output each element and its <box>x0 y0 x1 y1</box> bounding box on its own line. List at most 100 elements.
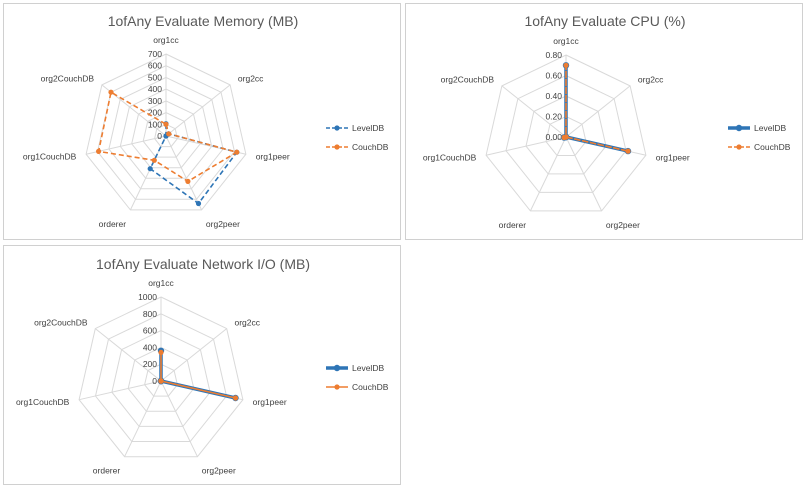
grid-ring <box>505 74 627 193</box>
data-point-couchdb <box>163 121 169 127</box>
chart-title: 1ofAny Evaluate Memory (MB) <box>108 13 299 29</box>
tick-label: 0.00 <box>545 132 562 142</box>
legend-marker-couchdb <box>334 384 340 390</box>
tick-label: 400 <box>143 342 157 352</box>
grid-spoke <box>485 136 567 156</box>
legend-label-couchdb: CouchDB <box>754 142 791 152</box>
grid-spoke <box>565 136 603 212</box>
tick-label: 300 <box>148 96 162 106</box>
series-leveldb <box>562 63 630 153</box>
axis-label-org1couchdb: org1CouchDB <box>423 152 477 162</box>
axis-label-org1cc: org1cc <box>148 278 174 288</box>
network-radar-chart: 1ofAny Evaluate Network I/O (MB) 0 200 400 6… <box>16 256 389 476</box>
grid-spoke <box>165 135 203 211</box>
series-couchdb <box>97 91 238 183</box>
grid-ring <box>144 363 178 397</box>
legend-label-couchdb: CouchDB <box>352 142 389 152</box>
axis-label-orderer: orderer <box>93 466 121 476</box>
cpu-chart-panel: 1ofAny Evaluate CPU (%) 0.00 0.20 0.40 0.60 0… <box>405 3 803 240</box>
grid-spoke <box>95 328 162 382</box>
grid-ring <box>142 112 190 158</box>
axis-label-org1cc: org1cc <box>153 35 179 45</box>
data-point-couchdb <box>625 148 631 154</box>
network-chart-panel: 1ofAny Evaluate Network I/O (MB) 0 200 400 6… <box>3 245 401 485</box>
tick-label: 200 <box>148 108 162 118</box>
tick-label: 1000 <box>138 292 157 302</box>
grid-spoke <box>78 380 162 401</box>
axis-label-org1peer: org1peer <box>253 397 287 407</box>
legend-marker-leveldb <box>334 125 340 131</box>
axis-label-orderer: orderer <box>99 219 127 229</box>
grid-ring <box>108 76 224 190</box>
axis-label-org2cc: org2cc <box>638 75 664 85</box>
grid-spoke <box>565 85 631 138</box>
axis-label-org2peer: org2peer <box>606 220 640 230</box>
tick-label: 0.80 <box>545 50 562 60</box>
grid-ring <box>94 313 228 442</box>
tick-label: 700 <box>148 49 162 59</box>
grid-ring <box>485 54 647 212</box>
tick-label: 100 <box>148 119 162 129</box>
grid-ring <box>85 53 247 211</box>
legend-label-leveldb: LevelDB <box>352 363 384 373</box>
grid-spoke <box>124 380 162 457</box>
axis-label-org2peer: org2peer <box>206 219 240 229</box>
axis-label-org1peer: org1peer <box>256 151 290 161</box>
axis-label-org2cc: org2cc <box>234 317 260 327</box>
grid-spoke <box>529 136 567 212</box>
axis-label-org1peer: org1peer <box>656 152 690 162</box>
data-point-couchdb <box>158 378 164 384</box>
data-point-leveldb <box>195 200 202 207</box>
tick-label: 0.60 <box>545 71 562 81</box>
tick-label: 500 <box>148 72 162 82</box>
grid-spoke <box>501 85 567 138</box>
data-point-couchdb <box>563 134 569 140</box>
grid-ring <box>127 346 195 412</box>
legend-marker-leveldb <box>735 124 743 132</box>
axis-label-org2couchdb: org2CouchDB <box>41 74 95 84</box>
axis-label-org2couchdb: org2CouchDB <box>441 75 495 85</box>
grid-ring <box>111 330 211 427</box>
legend-label-leveldb: LevelDB <box>754 123 786 133</box>
tick-label: 0.40 <box>545 91 562 101</box>
data-point-couchdb <box>563 62 569 68</box>
legend-label-couchdb: CouchDB <box>352 382 389 392</box>
chart-title: 1ofAny Evaluate Network I/O (MB) <box>96 256 310 272</box>
data-point-couchdb <box>232 395 239 401</box>
tick-label: 0 <box>157 131 162 141</box>
grid-ring <box>525 95 607 175</box>
grid-spoke <box>165 84 231 137</box>
axis-label-org2couchdb: org2CouchDB <box>34 317 88 327</box>
axis-label-org1couchdb: org1CouchDB <box>16 397 70 407</box>
data-point-couchdb <box>158 349 164 355</box>
legend-marker-couchdb <box>334 144 340 150</box>
tick-label: 600 <box>148 61 162 71</box>
axis-label-orderer: orderer <box>499 220 527 230</box>
tick-label: 400 <box>148 84 162 94</box>
series-leveldb <box>149 122 238 205</box>
grid-spoke <box>160 328 227 382</box>
grid-ring <box>119 88 213 179</box>
legend-label-leveldb: LevelDB <box>352 123 384 133</box>
tick-label: 0.20 <box>545 112 562 122</box>
data-point-couchdb <box>108 89 114 95</box>
data-point-couchdb <box>96 148 102 154</box>
grid-ring <box>78 296 244 458</box>
grid-spoke <box>160 380 198 457</box>
data-point-couchdb <box>234 149 240 155</box>
grid-ring <box>545 115 587 156</box>
legend-marker-leveldb <box>333 364 341 372</box>
data-point-leveldb <box>147 166 153 172</box>
tick-label: 800 <box>143 309 157 319</box>
grid-spoke <box>165 135 247 155</box>
axis-label-org2cc: org2cc <box>238 74 264 84</box>
memory-chart-panel: 1ofAny Evaluate Memory (MB) 0 100 200 300 400… <box>3 3 401 240</box>
cpu-radar-chart: 1ofAny Evaluate CPU (%) 0.00 0.20 0.40 0.60 0… <box>423 13 791 230</box>
tick-label: 0 <box>152 376 157 386</box>
axis-label-org2peer: org2peer <box>202 466 236 476</box>
tick-label: 200 <box>143 359 157 369</box>
grid-ring <box>154 123 178 148</box>
axis-label-org1cc: org1cc <box>553 36 579 46</box>
tick-label: 600 <box>143 326 157 336</box>
